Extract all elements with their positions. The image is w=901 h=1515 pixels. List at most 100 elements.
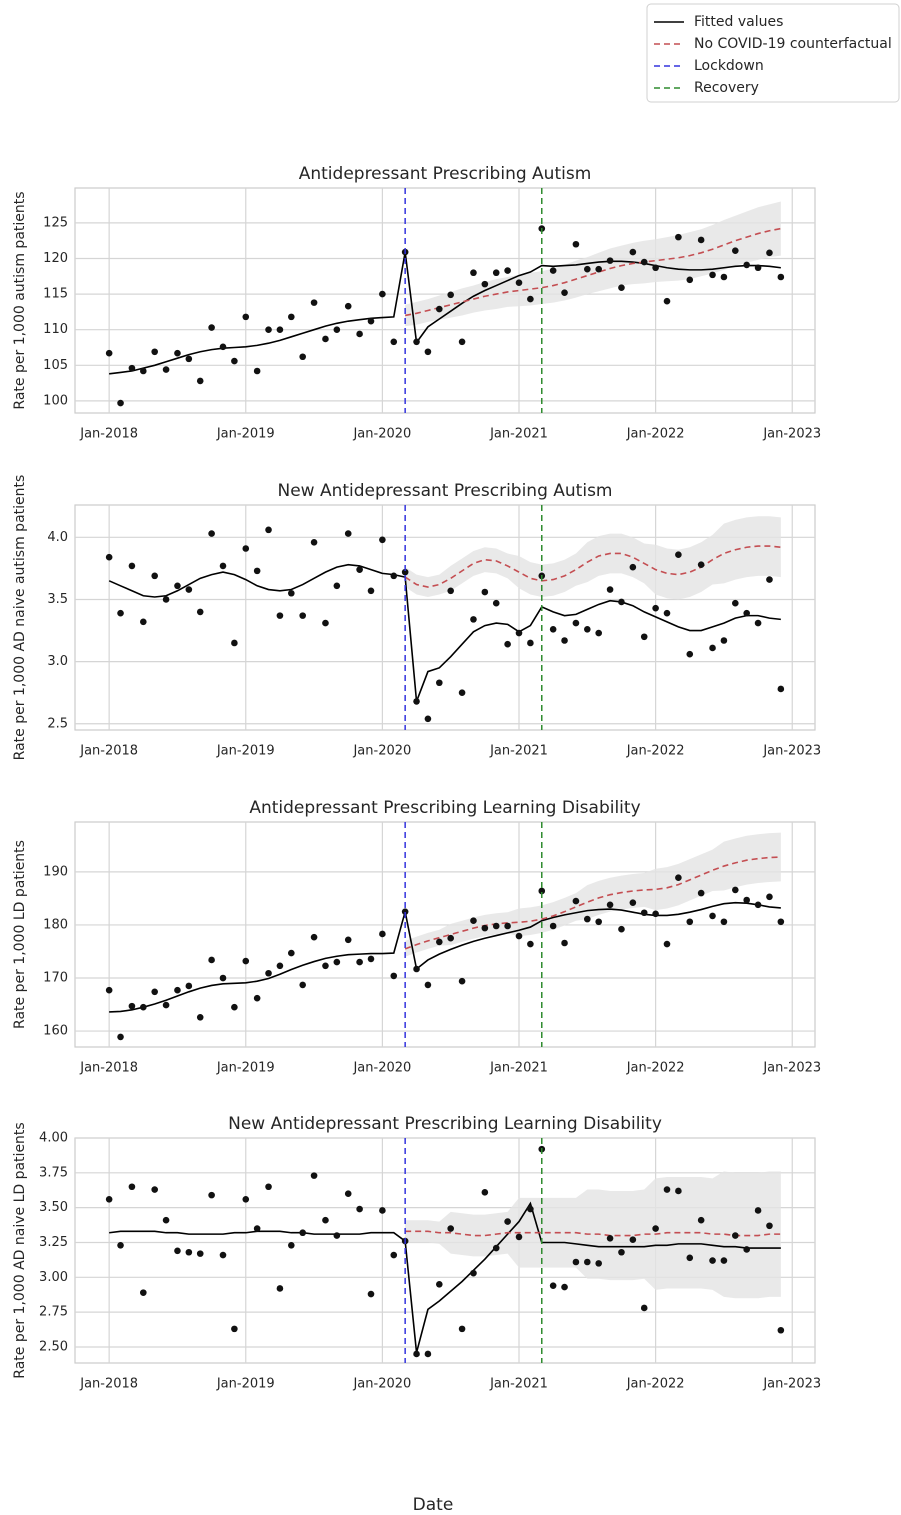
data-point <box>766 249 773 257</box>
data-point <box>242 545 250 552</box>
data-point <box>231 1003 238 1011</box>
chart-title: New Antidepressant Prescribing Autism <box>277 481 612 501</box>
x-tick-label: Jan-2022 <box>626 1377 685 1392</box>
data-point <box>743 896 750 904</box>
x-tick-label: Jan-2019 <box>216 427 275 442</box>
data-point <box>481 588 489 596</box>
data-point <box>595 265 602 273</box>
data-point <box>299 981 306 989</box>
data-point <box>208 956 215 964</box>
series-line <box>109 1201 781 1353</box>
data-point <box>777 685 785 693</box>
data-point <box>276 1285 284 1292</box>
data-point <box>276 326 284 333</box>
data-point <box>595 629 602 637</box>
data-point <box>299 353 306 361</box>
x-tick-label: Jan-2021 <box>489 427 548 442</box>
data-point <box>196 608 204 616</box>
data-point <box>470 917 477 925</box>
data-point <box>492 599 500 607</box>
data-point <box>743 261 750 269</box>
x-tick-label: Jan-2018 <box>79 1061 138 1076</box>
x-tick-label: Jan-2020 <box>352 744 411 759</box>
data-point <box>288 1241 295 1249</box>
data-point <box>754 619 762 627</box>
data-point <box>424 1350 432 1358</box>
data-point <box>606 901 614 909</box>
y-axis-label: Rate per 1,000 LD patients <box>12 840 28 1029</box>
data-point <box>242 313 250 321</box>
y-tick-label: 105 <box>43 358 68 373</box>
data-point <box>732 886 739 894</box>
data-point <box>424 981 432 989</box>
series-line <box>405 227 781 317</box>
series-line <box>109 901 781 1013</box>
data-point <box>709 644 716 652</box>
y-axis-label: Rate per 1,000 AD naive autism patients <box>12 475 28 761</box>
x-tick-label: Jan-2022 <box>626 744 685 759</box>
data-point <box>640 909 648 917</box>
data-point <box>675 233 682 241</box>
data-point <box>481 1189 489 1196</box>
data-point <box>470 1269 477 1277</box>
data-point <box>333 1232 341 1239</box>
data-point <box>458 689 466 697</box>
data-point <box>527 1205 534 1213</box>
data-point <box>686 276 694 284</box>
data-point <box>709 1257 716 1264</box>
data-point <box>413 698 420 705</box>
y-tick-label: 2.5 <box>47 716 68 731</box>
data-point <box>117 1033 124 1041</box>
panel: 2.5 3.0 3.5 4.0 Jan-2018 Jan-2019 Jan-2020 Jan-… <box>12 475 821 761</box>
data-point <box>720 273 728 281</box>
y-tick-label: 3.25 <box>39 1235 68 1250</box>
data-point <box>436 938 443 946</box>
x-tick-label: Jan-2018 <box>79 427 138 442</box>
x-tick-label: Jan-2023 <box>762 1377 821 1392</box>
x-tick-label: Jan-2021 <box>489 744 548 759</box>
data-point <box>709 271 716 279</box>
data-point <box>447 291 454 299</box>
data-point <box>732 599 739 607</box>
data-point <box>310 538 318 546</box>
data-point <box>618 598 625 606</box>
data-point <box>675 551 682 559</box>
chart-title: Antidepressant Prescribing Autism <box>299 164 592 184</box>
data-point <box>413 965 420 973</box>
data-point <box>584 265 591 273</box>
data-point <box>629 1236 637 1244</box>
data-point <box>140 618 147 626</box>
data-point <box>401 568 409 576</box>
data-point <box>777 918 785 926</box>
data-point <box>174 349 181 357</box>
data-point <box>253 367 261 375</box>
panel: 160 170 180 190 Jan-2018 Jan-2019 Jan-2020 Jan-… <box>12 798 821 1076</box>
data-point <box>697 889 705 897</box>
data-point <box>572 1258 580 1266</box>
confidence-band <box>405 201 781 327</box>
y-tick-label: 3.5 <box>47 592 68 607</box>
confidence-band <box>405 516 781 600</box>
data-point <box>686 918 694 926</box>
x-tick-label: Jan-2019 <box>216 744 275 759</box>
panel: 100 105 110 115 120 125 Jan-2018 Jan-2019 Jan-20… <box>12 164 821 442</box>
data-point <box>105 986 113 994</box>
data-point <box>640 1304 648 1312</box>
data-point <box>686 650 694 658</box>
data-point <box>584 1258 591 1266</box>
data-point <box>504 640 511 648</box>
data-point <box>356 1205 363 1213</box>
data-point <box>504 922 511 930</box>
data-point <box>447 1225 454 1232</box>
data-point <box>333 958 341 966</box>
data-point <box>219 562 227 570</box>
y-tick-label: 115 <box>43 287 68 302</box>
data-point <box>390 1251 398 1259</box>
data-point <box>754 901 762 909</box>
data-point <box>322 962 329 970</box>
data-point <box>299 1229 306 1237</box>
data-point <box>527 940 534 948</box>
data-point <box>447 587 454 595</box>
data-point <box>470 269 477 277</box>
data-point <box>379 1207 386 1214</box>
